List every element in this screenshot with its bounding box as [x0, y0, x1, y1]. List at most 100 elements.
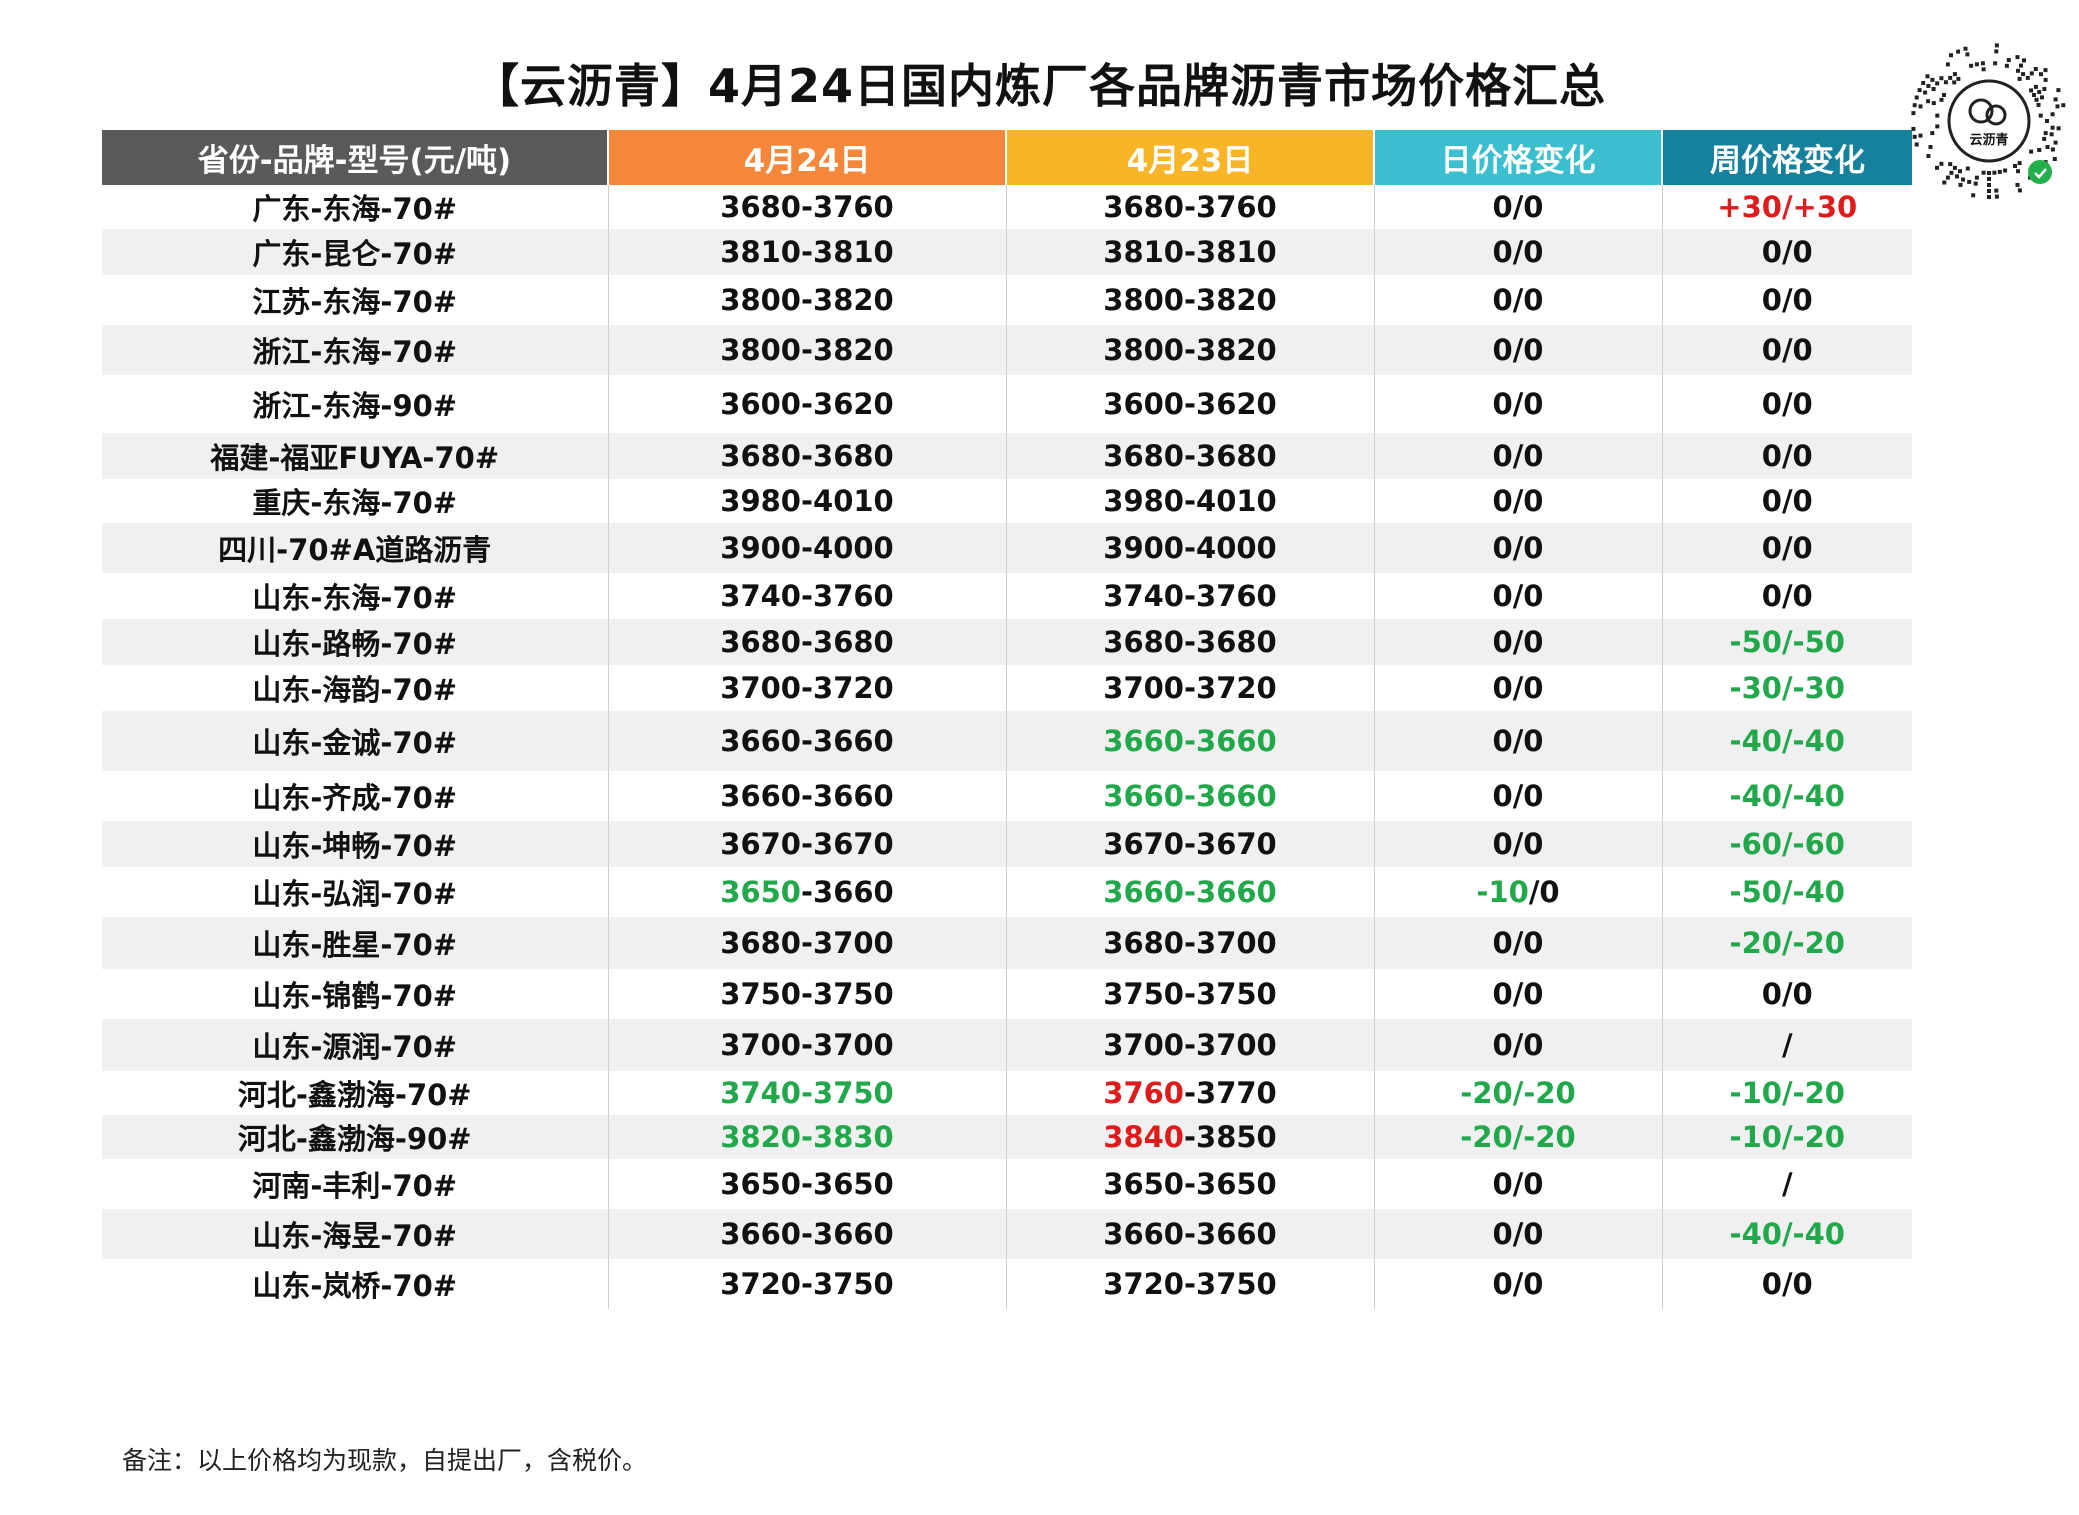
cell-apr23: 3680-3680 [1006, 433, 1375, 479]
cell-region-brand: 广东-东海-70# [102, 185, 609, 229]
cell-region-brand: 浙江-东海-90# [102, 375, 609, 433]
cell-value: -40/-40 [1729, 779, 1845, 813]
cell-apr23: 3810-3810 [1006, 229, 1375, 275]
cell-apr23: 3680-3760 [1006, 185, 1375, 229]
cell-weekly: +30/+30 [1662, 185, 1912, 229]
cell-weekly: -40/-40 [1662, 771, 1912, 821]
cell-region-brand: 山东-路畅-70# [102, 619, 609, 665]
cell-daily: 0/0 [1374, 433, 1663, 479]
cell-apr24: 3660-3660 [608, 1209, 1007, 1259]
cell-value: 0/0 [1492, 1217, 1544, 1251]
cell-value: 0/0 [1761, 387, 1813, 421]
cell-value: 3680-3760 [1103, 190, 1277, 224]
cell-weekly: -50/-50 [1662, 619, 1912, 665]
cell-value: -40/-40 [1729, 1217, 1845, 1251]
price-table: 省份-品牌-型号(元/吨) 4月24日 4月23日 日价格变化 周价格变化 广东… [102, 130, 1912, 1309]
cell-weekly: -10/-20 [1662, 1115, 1912, 1159]
cell-value: 0/0 [1492, 926, 1544, 960]
table-row: 山东-胜星-70# 3680-3700 3680-3700 0/0 -20/-20 [102, 917, 1912, 969]
cell-value: / [1781, 1028, 1793, 1062]
cell-apr24: 3820-3830 [608, 1115, 1007, 1159]
cell-value: 0/0 [1761, 484, 1813, 518]
cell-value: 3650-3650 [720, 1167, 894, 1201]
cell-apr23: 3660-3660 [1006, 771, 1375, 821]
cell-weekly: 0/0 [1662, 573, 1912, 619]
cell-value: 3680-3680 [1103, 625, 1277, 659]
cell-apr24: 3670-3670 [608, 821, 1007, 867]
cell-daily: 0/0 [1374, 1159, 1663, 1209]
cell-daily: 0/0 [1374, 479, 1663, 523]
cell-apr23: 3700-3700 [1006, 1019, 1375, 1071]
cell-apr23: 3600-3620 [1006, 375, 1375, 433]
cell-value: 0/0 [1492, 671, 1544, 705]
cell-value: -40/-40 [1729, 724, 1845, 758]
header-apr24: 4月24日 [608, 130, 1007, 185]
header-weekly-change: 周价格变化 [1662, 130, 1912, 185]
cell-daily: 0/0 [1374, 185, 1663, 229]
cell-value: 3700-3700 [720, 1028, 894, 1062]
cell-apr23: 3900-4000 [1006, 523, 1375, 573]
cell-daily: -10/0 [1374, 867, 1663, 917]
cell-weekly: -50/-40 [1662, 867, 1912, 917]
cell-daily: 0/0 [1374, 523, 1663, 573]
cell-region-brand: 四川-70#A道路沥青 [102, 523, 609, 573]
cell-region-brand: 浙江-东海-70# [102, 325, 609, 375]
cell-value: 3670-3670 [720, 827, 894, 861]
cell-value: 3660-3660 [1103, 875, 1277, 909]
cell-value: 0/0 [1492, 531, 1544, 565]
cell-value: -20/-20 [1729, 926, 1845, 960]
cell-value: 0/0 [1492, 283, 1544, 317]
cell-value: -10 [1476, 875, 1529, 909]
cell-region-brand: 山东-锦鹤-70# [102, 969, 609, 1019]
cell-value: 3700-3700 [1103, 1028, 1277, 1062]
table-row: 浙江-东海-90# 3600-3620 3600-3620 0/0 0/0 [102, 375, 1912, 433]
cell-region-brand: 河北-鑫渤海-70# [102, 1071, 609, 1115]
cell-value: 3660-3660 [1103, 1217, 1277, 1251]
cell-value: 0/0 [1492, 827, 1544, 861]
cell-weekly: / [1662, 1159, 1912, 1209]
cell-value: 3980-4010 [1103, 484, 1277, 518]
table-row: 广东-东海-70# 3680-3760 3680-3760 0/0 +30/+30 [102, 185, 1912, 229]
cell-value: -30/-30 [1729, 671, 1845, 705]
cell-value: 3680-3760 [720, 190, 894, 224]
cell-value: -50/-40 [1729, 875, 1845, 909]
cell-value: 3660-3660 [1103, 724, 1277, 758]
cell-value: -20/-20 [1460, 1120, 1576, 1154]
table-row: 浙江-东海-70# 3800-3820 3800-3820 0/0 0/0 [102, 325, 1912, 375]
cell-apr23: 3660-3660 [1006, 711, 1375, 771]
table-row: 山东-金诚-70# 3660-3660 3660-3660 0/0 -40/-40 [102, 711, 1912, 771]
cell-daily: 0/0 [1374, 771, 1663, 821]
cell-apr24: 3740-3750 [608, 1071, 1007, 1115]
cell-value: 3740-3750 [720, 1076, 894, 1110]
cell-daily: 0/0 [1374, 1209, 1663, 1259]
cell-apr24: 3660-3660 [608, 771, 1007, 821]
cell-region-brand: 山东-坤畅-70# [102, 821, 609, 867]
cell-apr24: 3680-3680 [608, 619, 1007, 665]
cell-region-brand: 重庆-东海-70# [102, 479, 609, 523]
cell-value: 0/0 [1492, 1167, 1544, 1201]
cell-region-brand: 河南-丰利-70# [102, 1159, 609, 1209]
cell-value: 0/0 [1492, 387, 1544, 421]
cell-apr24: 3650-3650 [608, 1159, 1007, 1209]
cell-value: 0/0 [1761, 439, 1813, 473]
cell-daily: 0/0 [1374, 917, 1663, 969]
cell-value: +30/+30 [1717, 190, 1858, 224]
cell-apr24: 3700-3700 [608, 1019, 1007, 1071]
cell-value: 3740-3760 [720, 579, 894, 613]
cell-value: 3750-3750 [1103, 977, 1277, 1011]
qr-code-icon: 云沥青 [1908, 40, 2070, 202]
cell-value: 0/0 [1492, 1267, 1544, 1301]
cell-region-brand: 山东-胜星-70# [102, 917, 609, 969]
table-row: 山东-锦鹤-70# 3750-3750 3750-3750 0/0 0/0 [102, 969, 1912, 1019]
cell-value: 3660-3660 [720, 1217, 894, 1251]
cell-region-brand: 山东-齐成-70# [102, 771, 609, 821]
cell-daily: 0/0 [1374, 665, 1663, 711]
cell-region-brand: 山东-金诚-70# [102, 711, 609, 771]
cell-region-brand: 山东-弘润-70# [102, 867, 609, 917]
cell-value: /0 [1528, 875, 1560, 909]
cell-apr24: 3900-4000 [608, 523, 1007, 573]
cell-value: 3720-3750 [720, 1267, 894, 1301]
cell-apr23: 3670-3670 [1006, 821, 1375, 867]
cell-value: 0/0 [1761, 531, 1813, 565]
cell-value: 3680-3700 [1103, 926, 1277, 960]
